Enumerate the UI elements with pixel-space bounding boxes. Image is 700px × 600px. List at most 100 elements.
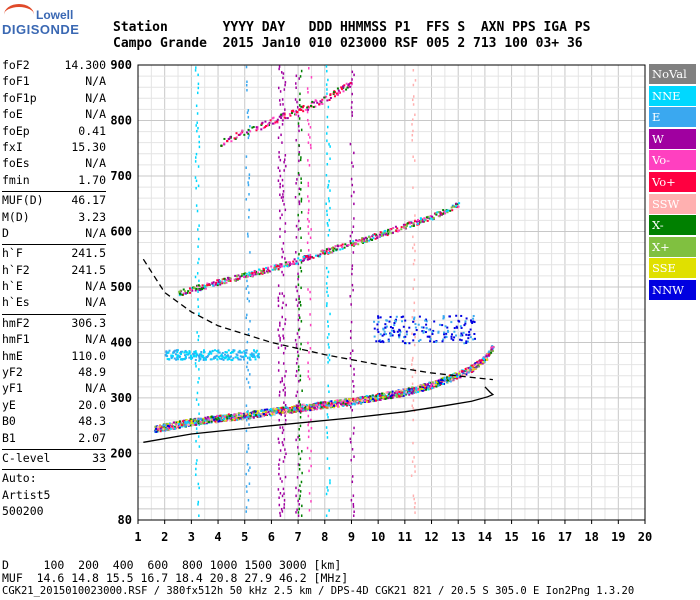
f2-trace-echo <box>165 423 168 426</box>
interference-dot <box>195 467 197 471</box>
interference-dot <box>298 307 300 311</box>
param-value: N/A <box>85 225 106 240</box>
interference-dot <box>352 514 355 517</box>
f2-trace-echo <box>254 410 257 413</box>
oblique-echo <box>442 315 445 318</box>
interference-dot <box>299 415 302 419</box>
third-hop-echo <box>255 129 258 132</box>
second-hop-echo <box>239 275 242 278</box>
third-hop-echo <box>223 142 226 145</box>
f2-trace-echo <box>273 410 276 413</box>
second-hop-echo <box>446 211 449 214</box>
second-hop-echo <box>191 289 194 292</box>
oblique-echo <box>253 354 256 357</box>
third-hop-echo <box>310 104 313 107</box>
third-hop-echo <box>337 89 340 92</box>
f2-trace-echo <box>302 408 305 411</box>
interference-dot <box>194 160 197 163</box>
interference-dot <box>246 313 248 317</box>
interference-dot <box>299 158 302 162</box>
oblique-echo <box>204 358 207 361</box>
interference-dot <box>308 199 310 203</box>
interference-dot <box>245 198 248 201</box>
f2-trace-echo <box>317 403 320 406</box>
interference-dot <box>298 434 301 438</box>
f2-trace-echo <box>401 393 404 396</box>
f2-trace-echo <box>420 389 423 392</box>
f2-trace-echo <box>210 418 213 421</box>
second-hop-echo <box>243 272 246 275</box>
second-hop-echo <box>351 242 354 245</box>
second-hop-echo <box>412 222 415 225</box>
interference-dot <box>327 78 329 82</box>
second-hop-echo <box>189 288 192 291</box>
param-value: 46.17 <box>71 193 106 208</box>
interference-dot <box>411 133 414 137</box>
oblique-echo <box>405 342 408 345</box>
interference-dot <box>247 368 249 372</box>
oblique-echo <box>373 335 376 338</box>
second-hop-echo <box>187 290 190 293</box>
f2-trace-echo <box>422 386 425 389</box>
interference-dot <box>248 423 250 426</box>
f2-trace-echo <box>349 400 352 403</box>
oblique-echo <box>243 350 246 353</box>
interference-dot <box>282 195 284 199</box>
f2-trace-echo <box>334 401 337 404</box>
f2-trace-echo <box>382 397 385 400</box>
oblique-echo <box>373 320 376 323</box>
interference-dot <box>246 462 249 466</box>
oblique-echo <box>181 350 184 353</box>
f2-trace-echo <box>355 398 358 401</box>
third-hop-echo <box>260 123 263 126</box>
second-hop-echo <box>405 224 408 227</box>
param-label: foE <box>2 107 23 122</box>
header-row-2: Campo Grande 2015 Jan10 010 023000 RSF 0… <box>113 36 583 51</box>
f2-trace-echo <box>290 408 293 411</box>
param-separator <box>2 191 106 193</box>
f2-trace-echo <box>381 397 384 400</box>
second-hop-echo <box>277 267 280 270</box>
x-tick-label: 4 <box>214 530 221 544</box>
third-hop-echo <box>307 105 310 108</box>
f2-trace-echo <box>337 399 340 402</box>
f2-trace-echo <box>274 408 277 411</box>
second-hop-echo <box>456 203 459 206</box>
f2-trace-echo <box>398 392 401 395</box>
interference-dot <box>307 341 309 345</box>
second-hop-echo <box>263 271 266 274</box>
third-hop-echo <box>264 126 267 129</box>
oblique-echo <box>202 358 205 361</box>
f2-trace-echo <box>475 365 478 368</box>
oblique-echo <box>460 339 463 342</box>
second-hop-echo <box>396 227 399 230</box>
second-hop-echo <box>403 226 406 229</box>
oblique-echo <box>450 337 453 340</box>
oblique-echo <box>222 358 225 361</box>
f2-trace-echo <box>218 418 221 421</box>
third-hop-echo <box>312 106 315 109</box>
second-hop-echo <box>327 251 330 254</box>
second-hop-echo <box>361 237 364 240</box>
oblique-echo <box>175 349 178 352</box>
interference-dot <box>308 492 311 495</box>
interference-dot <box>310 500 312 503</box>
f2-trace-echo <box>353 400 356 403</box>
interference-dot <box>282 190 285 193</box>
interference-dot <box>297 499 299 503</box>
f2-trace-echo <box>303 403 306 406</box>
f2-trace-echo <box>285 408 288 411</box>
oblique-echo <box>193 354 196 357</box>
f2-trace-echo <box>411 386 414 389</box>
f2-trace-echo <box>164 427 167 430</box>
interference-dot <box>247 469 250 472</box>
f2-trace-echo <box>168 427 171 430</box>
second-hop-echo <box>320 250 323 253</box>
oblique-echo <box>205 355 208 358</box>
interference-dot <box>310 449 312 453</box>
interference-dot <box>198 279 200 283</box>
interference-dot <box>195 179 198 183</box>
third-hop-echo <box>256 127 259 130</box>
f2-trace-echo <box>181 420 184 423</box>
oblique-echo <box>441 340 444 343</box>
